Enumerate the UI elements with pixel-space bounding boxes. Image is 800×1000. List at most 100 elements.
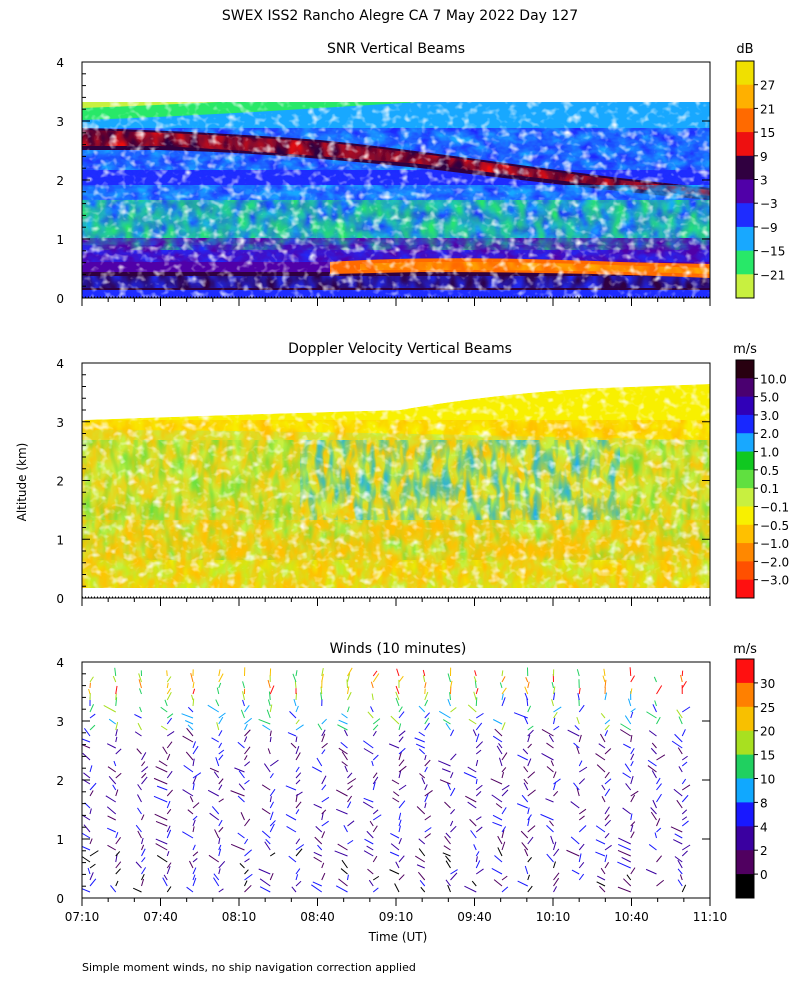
wind-barb: [475, 697, 478, 707]
wind-barb: [155, 766, 168, 773]
x-tick-label: 07:10: [65, 910, 100, 924]
wind-barb: [213, 873, 220, 881]
wind-barb: [416, 864, 425, 869]
wind-barb: [553, 848, 560, 857]
colorbar-swatch: [736, 754, 754, 779]
colorbar-swatch: [736, 274, 754, 299]
colorbar-swatch: [736, 414, 754, 434]
wind-barb: [630, 775, 634, 785]
wind-barb: [295, 736, 298, 743]
wind-barb: [347, 795, 353, 803]
y-tick-label: 3: [56, 416, 64, 430]
wind-barb: [389, 869, 400, 875]
wind-barb: [491, 794, 503, 803]
wind-barb: [604, 724, 610, 731]
wind-barb: [524, 686, 529, 695]
wind-barb: [473, 691, 477, 701]
wind-barb: [553, 692, 556, 701]
wind-barb: [321, 872, 326, 881]
wind-barb: [490, 778, 503, 785]
wind-barb: [527, 825, 536, 833]
wind-barb: [475, 784, 483, 791]
wind-barb: [395, 691, 400, 701]
wind-barb: [363, 740, 374, 749]
colorbar-label: 1.0: [760, 446, 779, 460]
wind-barb: [313, 851, 322, 857]
wind-barb: [343, 825, 348, 833]
colorbar-label: 15: [760, 126, 775, 140]
wind-barb: [320, 692, 323, 701]
wind-barb: [617, 886, 631, 893]
wind-barb: [618, 843, 631, 851]
x-tick-label: 10:40: [614, 910, 649, 924]
wind-barb: [445, 832, 451, 839]
wind-barb: [269, 796, 272, 803]
wind-barb: [501, 841, 506, 851]
wind-barb: [677, 879, 683, 887]
wind-barb: [517, 880, 528, 887]
wind-barb: [166, 741, 173, 749]
wind-barb: [450, 825, 457, 833]
wind-barb: [630, 813, 633, 821]
wind-barb: [269, 852, 276, 857]
wind-barb: [258, 718, 271, 725]
doppler-x-ticks: [81, 598, 711, 606]
wind-barb: [553, 706, 562, 713]
wind-barb: [267, 748, 271, 755]
wind-barb: [263, 763, 271, 773]
wind-barb: [674, 833, 683, 839]
wind-barb: [464, 885, 477, 893]
wind-barb: [578, 734, 582, 743]
wind-barb: [576, 746, 580, 755]
wind-barb: [313, 803, 322, 809]
wind-barb: [108, 718, 117, 725]
wind-barb: [341, 761, 348, 767]
wind-barb: [141, 873, 145, 881]
wind-barb: [166, 713, 174, 719]
wind-barb: [501, 752, 508, 761]
wind-barb: [578, 873, 585, 881]
wind-barb: [604, 771, 610, 779]
wind-barb: [419, 879, 426, 887]
wind-barb: [192, 681, 195, 689]
wind-barb: [372, 724, 379, 731]
wind-barb: [424, 688, 426, 695]
wind-barb: [630, 711, 634, 719]
colorbar-swatch: [736, 179, 754, 204]
wind-barb: [311, 884, 323, 893]
wind-barb: [604, 814, 610, 821]
wind-barb: [497, 835, 503, 845]
y-tick-label: 1: [56, 833, 64, 847]
wind-barb: [604, 862, 610, 869]
wind-barb: [218, 778, 224, 785]
wind-barb: [372, 776, 379, 785]
wind-barb: [316, 757, 323, 767]
wind-barb: [107, 844, 116, 851]
wind-barb: [335, 885, 348, 893]
wind-barb: [475, 712, 484, 719]
wind-barb: [135, 824, 142, 833]
wind-barb: [472, 729, 477, 737]
wind-barb: [391, 779, 400, 785]
wind-barb: [321, 831, 326, 839]
colorbar-label: −0.5: [760, 519, 789, 533]
wind-barb: [398, 825, 401, 833]
wind-barb: [630, 821, 636, 827]
wind-barb: [82, 814, 91, 821]
wind-barb: [240, 709, 245, 719]
wind-barb: [648, 844, 657, 851]
wind-barb: [681, 729, 686, 737]
wind-barb: [441, 768, 451, 773]
wind-barb: [153, 777, 168, 785]
snr-panel: SNR Vertical Beams: [56, 41, 785, 306]
wind-barb: [450, 809, 456, 815]
wind-barb: [570, 801, 580, 809]
wind-barb: [215, 699, 220, 707]
x-tick-label: 09:10: [379, 910, 414, 924]
wind-barb: [470, 830, 477, 839]
wind-barb: [553, 712, 558, 719]
wind-barb: [395, 685, 400, 695]
wind-barb: [334, 850, 348, 857]
wind-barb: [604, 748, 612, 755]
wind-barb: [656, 685, 663, 695]
